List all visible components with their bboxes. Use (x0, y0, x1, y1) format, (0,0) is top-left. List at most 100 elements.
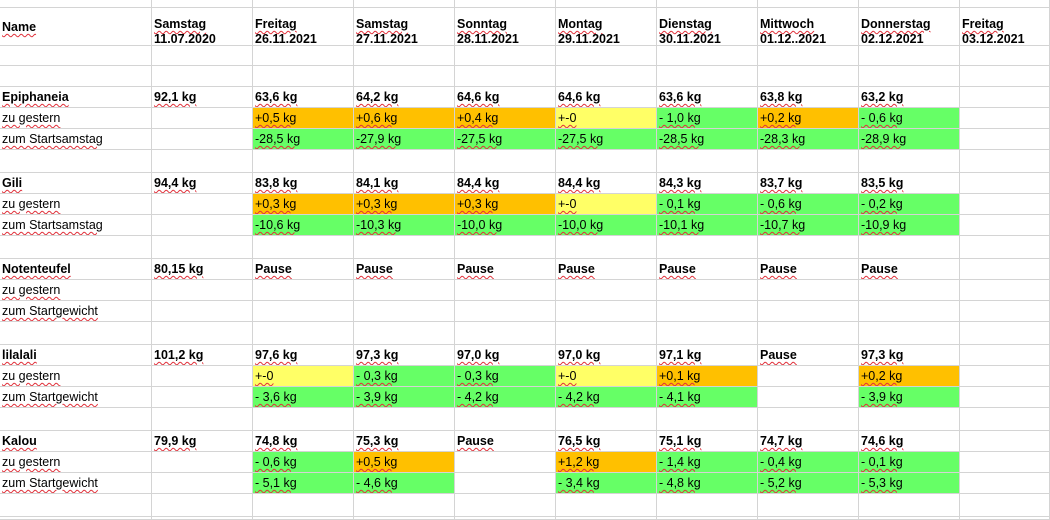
total-cell[interactable]: -28,5 kg (253, 129, 354, 150)
total-label[interactable]: zum Startgewicht (0, 387, 152, 408)
total-cell[interactable]: - 5,2 kg (758, 473, 859, 494)
grid-cell[interactable] (859, 150, 960, 173)
diff-cell[interactable] (960, 194, 1050, 215)
grid-cell[interactable] (758, 494, 859, 520)
total-cell[interactable]: - 4,2 kg (556, 387, 657, 408)
total-cell[interactable] (152, 215, 253, 236)
grid-cell[interactable] (657, 408, 758, 431)
grid-cell[interactable] (960, 236, 1050, 259)
grid-cell[interactable] (152, 46, 253, 66)
total-cell[interactable] (556, 301, 657, 322)
grid-cell[interactable] (556, 322, 657, 345)
grid-cell[interactable] (0, 46, 152, 66)
person-name[interactable]: Gili (0, 173, 152, 194)
diff-cell[interactable] (960, 108, 1050, 129)
total-cell[interactable]: -10,3 kg (354, 215, 455, 236)
grid-cell[interactable] (960, 150, 1050, 173)
diff-cell[interactable]: +0,4 kg (455, 108, 556, 129)
diff-cell[interactable] (152, 108, 253, 129)
weight-cell[interactable]: 84,4 kg (556, 173, 657, 194)
weight-cell[interactable]: 97,0 kg (455, 345, 556, 366)
weight-cell[interactable]: 74,6 kg (859, 431, 960, 452)
weight-cell[interactable]: Pause (455, 431, 556, 452)
grid-cell[interactable] (455, 408, 556, 431)
grid-cell[interactable] (455, 236, 556, 259)
weight-cell[interactable]: 75,3 kg (354, 431, 455, 452)
diff-cell[interactable]: +0,2 kg (758, 108, 859, 129)
weight-cell[interactable]: 63,8 kg (758, 87, 859, 108)
weight-cell[interactable] (960, 173, 1050, 194)
weight-cell[interactable]: 79,9 kg (152, 431, 253, 452)
diff-cell[interactable]: +0,2 kg (859, 366, 960, 387)
person-name[interactable]: Kalou (0, 431, 152, 452)
diff-cell[interactable]: +0,1 kg (657, 366, 758, 387)
diff-cell[interactable] (960, 366, 1050, 387)
total-cell[interactable]: - 5,3 kg (859, 473, 960, 494)
diff-cell[interactable]: +-0 (253, 366, 354, 387)
grid-cell[interactable] (253, 150, 354, 173)
diff-cell[interactable] (455, 280, 556, 301)
grid-cell[interactable] (657, 46, 758, 66)
total-cell[interactable]: -27,5 kg (556, 129, 657, 150)
weight-cell[interactable]: 63,2 kg (859, 87, 960, 108)
grid-cell[interactable] (354, 322, 455, 345)
grid-cell[interactable] (0, 408, 152, 431)
diff-cell[interactable]: - 1,4 kg (657, 452, 758, 473)
grid-cell[interactable] (859, 408, 960, 431)
grid-cell[interactable] (556, 150, 657, 173)
grid-cell[interactable] (859, 322, 960, 345)
total-cell[interactable]: - 4,6 kg (354, 473, 455, 494)
grid-cell[interactable] (253, 322, 354, 345)
total-cell[interactable]: - 3,9 kg (859, 387, 960, 408)
weight-cell[interactable]: 97,3 kg (859, 345, 960, 366)
weight-cell[interactable]: 92,1 kg (152, 87, 253, 108)
total-cell[interactable] (859, 301, 960, 322)
weight-cell[interactable]: 97,6 kg (253, 345, 354, 366)
diff-label[interactable]: zu gestern (0, 366, 152, 387)
diff-cell[interactable]: +0,6 kg (354, 108, 455, 129)
header-day-cell[interactable]: Samstag 27.11.2021 (354, 8, 455, 46)
grid-cell[interactable] (556, 236, 657, 259)
grid-cell[interactable] (253, 46, 354, 66)
weight-cell[interactable] (960, 431, 1050, 452)
diff-cell[interactable] (455, 452, 556, 473)
total-cell[interactable]: - 4,8 kg (657, 473, 758, 494)
grid-cell[interactable] (253, 66, 354, 87)
grid-cell[interactable] (253, 408, 354, 431)
grid-cell[interactable] (960, 494, 1050, 520)
diff-cell[interactable]: +-0 (556, 194, 657, 215)
person-name[interactable]: Notenteufel (0, 259, 152, 280)
total-cell[interactable]: - 4,2 kg (455, 387, 556, 408)
diff-label[interactable]: zu gestern (0, 280, 152, 301)
grid-cell[interactable] (455, 322, 556, 345)
weight-cell[interactable]: 74,8 kg (253, 431, 354, 452)
diff-label[interactable]: zu gestern (0, 108, 152, 129)
header-day-cell[interactable]: Sonntag 28.11.2021 (455, 8, 556, 46)
grid-cell[interactable] (455, 66, 556, 87)
weight-cell[interactable]: 75,1 kg (657, 431, 758, 452)
grid-cell[interactable] (152, 150, 253, 173)
weight-cell[interactable]: 83,8 kg (253, 173, 354, 194)
total-cell[interactable] (657, 301, 758, 322)
total-cell[interactable] (354, 301, 455, 322)
total-cell[interactable] (152, 301, 253, 322)
grid-cell[interactable] (152, 322, 253, 345)
grid-cell[interactable] (859, 66, 960, 87)
total-cell[interactable] (253, 301, 354, 322)
grid-cell[interactable] (455, 150, 556, 173)
total-cell[interactable] (152, 473, 253, 494)
total-cell[interactable] (960, 301, 1050, 322)
total-cell[interactable] (960, 129, 1050, 150)
grid-cell[interactable] (859, 494, 960, 520)
weight-cell[interactable]: Pause (354, 259, 455, 280)
header-day-cell[interactable]: Dienstag 30.11.2021 (657, 8, 758, 46)
total-cell[interactable]: -27,5 kg (455, 129, 556, 150)
grid-cell[interactable] (758, 408, 859, 431)
diff-cell[interactable] (152, 280, 253, 301)
diff-cell[interactable]: - 0,4 kg (758, 452, 859, 473)
diff-cell[interactable]: - 0,6 kg (253, 452, 354, 473)
weight-cell[interactable]: 83,7 kg (758, 173, 859, 194)
diff-cell[interactable] (960, 280, 1050, 301)
weight-cell[interactable]: Pause (253, 259, 354, 280)
grid-cell[interactable] (657, 150, 758, 173)
